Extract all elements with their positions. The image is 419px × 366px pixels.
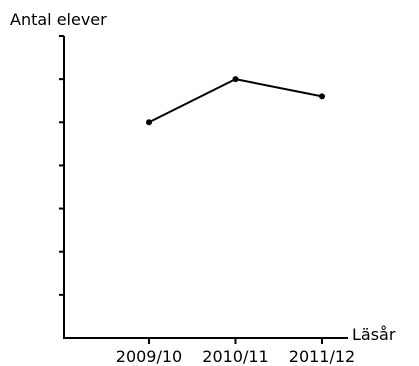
- x-axis: 2009/10 2010/11 2011/12: [63, 337, 355, 366]
- x-axis-ticks: 2009/10 2010/11 2011/12: [116, 338, 355, 366]
- x-axis-label: Läsår: [352, 325, 396, 344]
- data-point-2: [232, 76, 239, 83]
- x-tick-label-2: 2010/11: [202, 347, 268, 366]
- x-tick-label-3: 2011/12: [289, 347, 355, 366]
- series-line-1: [148, 78, 323, 124]
- y-axis: [59, 35, 65, 339]
- series-group: [146, 76, 325, 126]
- data-point-1: [146, 119, 152, 126]
- x-tick-label-1: 2009/10: [116, 347, 182, 366]
- data-point-3: [319, 93, 325, 100]
- y-axis-ticks: [59, 35, 64, 296]
- y-axis-label: Antal elever: [10, 10, 107, 29]
